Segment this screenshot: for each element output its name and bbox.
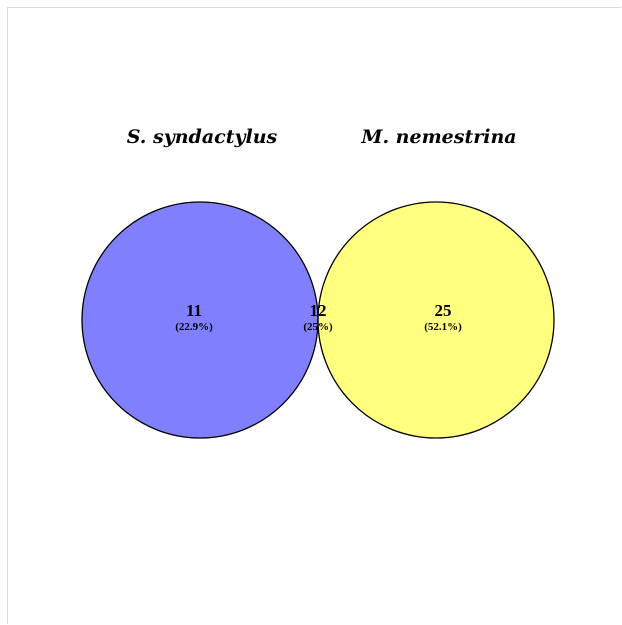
figure-frame: [7, 7, 621, 624]
only-a-count: 11: [186, 301, 202, 320]
overlap-percent: (25%): [303, 321, 333, 333]
only-a-percent: (22.9%): [175, 321, 213, 333]
set-b-outline: [317, 201, 555, 439]
set-a-circle: [82, 202, 318, 438]
set-b-label: M. nemestrina: [360, 126, 516, 148]
only-b-percent: (52.1%): [424, 321, 462, 333]
only-b-count: 25: [435, 301, 452, 320]
overlap-count: 12: [310, 301, 327, 320]
set-b-circle: [318, 202, 554, 438]
set-a-label: S. syndactylus: [127, 126, 278, 148]
